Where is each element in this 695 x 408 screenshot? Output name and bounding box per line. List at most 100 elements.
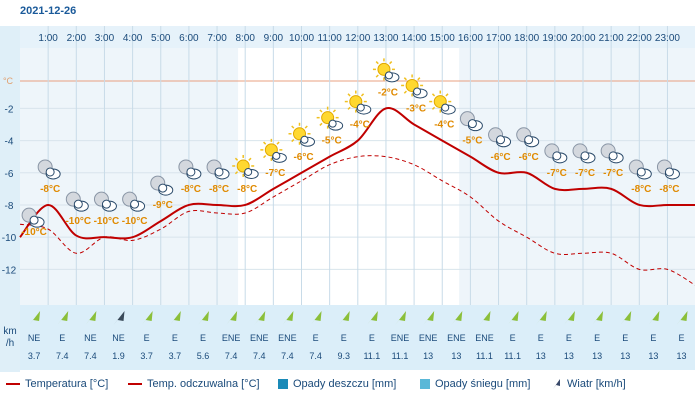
- wind-arrow-shape: [169, 311, 181, 325]
- wind-direction: E: [144, 333, 150, 343]
- temperature-label: -7°C: [265, 168, 285, 179]
- wind-arrow-shape: [563, 311, 575, 325]
- moon-cloud-icon: [206, 159, 230, 180]
- legend-wind-label: Wiatr [km/h]: [567, 378, 626, 390]
- cloud-puff: [608, 151, 618, 161]
- wind-arrow-shape: [451, 311, 463, 325]
- wind-speed: 7.4: [281, 351, 294, 361]
- sun-ray: [304, 125, 308, 129]
- hour-label: 20:00: [570, 33, 595, 44]
- wind-arrow-shape: [113, 311, 125, 325]
- legend-wind[interactable]: Wiatr [km/h]: [550, 378, 626, 390]
- wind-arrow-shape: [620, 311, 632, 325]
- wind-speed: 11.1: [363, 351, 380, 361]
- wind-direction: NE: [112, 333, 125, 343]
- wind-arrow-icon: [141, 311, 153, 325]
- wind-speed: 9.3: [337, 351, 350, 361]
- cloud-puff: [300, 135, 309, 144]
- wind-direction: NE: [84, 333, 97, 343]
- sun-ray: [375, 74, 379, 78]
- sun-ray: [347, 106, 351, 110]
- sun-ray: [360, 93, 365, 97]
- wind-arrow-icon: [366, 311, 378, 325]
- wind-speed: 7.4: [225, 351, 238, 361]
- wind-direction: E: [341, 333, 347, 343]
- cloud-puff: [441, 103, 450, 112]
- hour-label: 2:00: [67, 33, 87, 44]
- wind-arrow-shape: [85, 311, 97, 325]
- temperature-label: -8°C: [181, 184, 201, 195]
- cloud-puff: [186, 167, 196, 177]
- legend-rain-label: Opady deszczu [mm]: [293, 378, 397, 390]
- moon-cloud-icon: [628, 159, 652, 180]
- temperature-label: -10°C: [122, 216, 148, 227]
- wind-direction: ENE: [475, 333, 494, 343]
- temperature-label: -9°C: [153, 200, 173, 211]
- wind-arrow-shape: [254, 311, 266, 325]
- wind-direction: ENE: [419, 333, 438, 343]
- sun-ray: [389, 61, 393, 65]
- sun-ray: [276, 141, 280, 145]
- wind-speed: 13: [564, 351, 574, 361]
- sun-ray: [263, 141, 267, 145]
- wind-arrow-icon: [592, 311, 604, 325]
- wind-arrow-shape: [338, 311, 350, 325]
- wind-speed: 5.6: [197, 351, 210, 361]
- wind-arrow-icon: [226, 311, 238, 325]
- wind-speed: 3.7: [140, 351, 153, 361]
- wind-direction: E: [369, 333, 375, 343]
- wind-arrow-shape: [310, 311, 322, 325]
- sun-ray: [332, 109, 336, 113]
- wind-direction: E: [566, 333, 572, 343]
- sun-ray: [431, 93, 436, 97]
- legend-snow[interactable]: Opady śniegu [mm]: [420, 378, 530, 390]
- hour-label: 19:00: [542, 33, 567, 44]
- wind-arrow-icon: [451, 311, 463, 325]
- cloud-puff: [214, 167, 224, 177]
- wind-speed: 3.7: [169, 351, 182, 361]
- wind-arrow-icon: [563, 311, 575, 325]
- temperature-label: -6°C: [490, 152, 510, 163]
- hour-label: 17:00: [486, 33, 511, 44]
- wind-direction: ENE: [222, 333, 241, 343]
- wind-arrow-shape: [282, 311, 294, 325]
- wind-arrow-icon: [197, 311, 209, 325]
- temperature-label: -10°C: [94, 216, 120, 227]
- sun-cloud-icon: [372, 58, 400, 83]
- sun-ray: [403, 77, 407, 81]
- cloud-puff: [130, 199, 140, 209]
- moon-cloud-icon: [178, 159, 202, 180]
- sun-cloud-icon: [260, 138, 287, 163]
- cloud-puff: [45, 167, 55, 177]
- hour-label: 22:00: [627, 33, 652, 44]
- sun-ray: [291, 125, 295, 129]
- wind-arrow-icon: [553, 379, 560, 389]
- wind-speed: 7.4: [56, 351, 69, 361]
- hour-label: 7:00: [207, 33, 227, 44]
- wind-speed: 13: [451, 351, 461, 361]
- wind-direction: E: [172, 333, 178, 343]
- temperature-label: -10°C: [65, 216, 91, 227]
- wind-arrow-icon: [423, 311, 435, 325]
- legend-temperature[interactable]: Temperatura [°C]: [6, 378, 108, 390]
- hour-label: 14:00: [402, 33, 427, 44]
- temperature-label: -8°C: [631, 184, 651, 195]
- sun-cloud-icon: [401, 74, 428, 99]
- cloud-puff: [664, 167, 674, 177]
- hour-label: 3:00: [95, 33, 115, 44]
- wind-arrow-shape: [423, 311, 435, 325]
- wind-direction: ENE: [447, 333, 466, 343]
- legend-feels-like[interactable]: Temp. odczuwalna [°C]: [128, 378, 260, 390]
- wind-arrow-shape: [141, 311, 153, 325]
- hour-label: 8:00: [235, 33, 255, 44]
- cloud-puff: [272, 151, 281, 160]
- wind-direction: E: [313, 333, 319, 343]
- cloud-puff: [496, 135, 506, 145]
- legend: Temperatura [°C] Temp. odczuwalna [°C] O…: [0, 372, 695, 396]
- sun-ray: [431, 106, 436, 110]
- wind-arrow-icon: [395, 311, 407, 325]
- temperature-label: -5°C: [462, 136, 482, 147]
- legend-rain[interactable]: Opady deszczu [mm]: [278, 378, 396, 390]
- sun-ray: [263, 154, 267, 159]
- y-tick-label: -10: [2, 233, 17, 244]
